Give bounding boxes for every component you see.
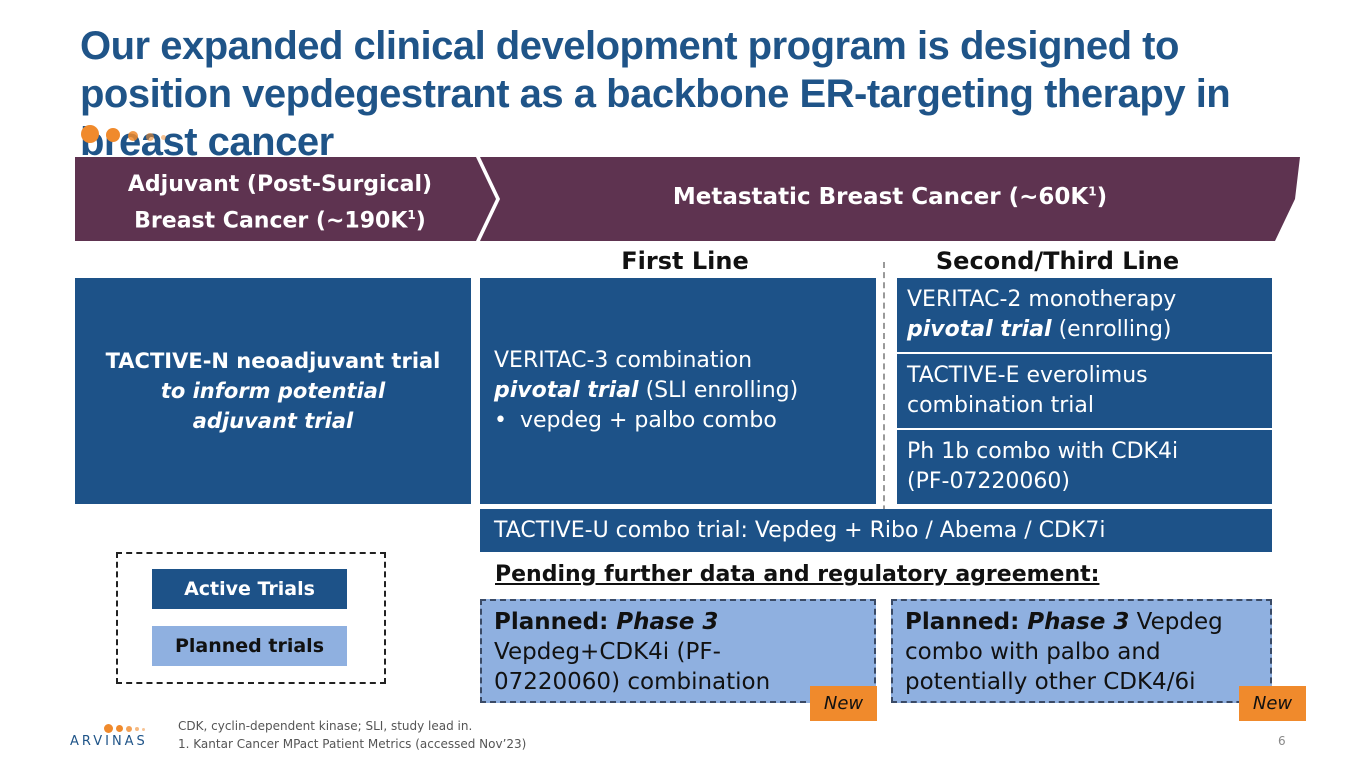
new-badge-left: New — [810, 686, 877, 721]
footnote-abbreviations: CDK, cyclin-dependent kinase; SLI, study… — [178, 719, 473, 733]
stage-banner — [75, 156, 1300, 242]
tactive-e-box: TACTIVE-E everolimus combination trial — [897, 354, 1272, 428]
ph1b-cdk4i-box: Ph 1b combo with CDK4i (PF-07220060) — [897, 430, 1272, 504]
tactive-n-box: TACTIVE-N neoadjuvant trial to inform po… — [75, 278, 471, 504]
second-third-line-header: Second/Third Line — [935, 247, 1180, 275]
first-line-header: First Line — [621, 247, 749, 275]
legend-active-trials: Active Trials — [152, 569, 347, 609]
metastatic-stage-label: Metastatic Breast Cancer (~60K1) — [672, 184, 1108, 210]
page-title: Our expanded clinical development progra… — [80, 24, 1231, 164]
pending-header: Pending further data and regulatory agre… — [495, 562, 1100, 587]
planned-phase3-left-box: Planned: Phase 3 Vepdeg+CDK4i (PF- 07220… — [480, 599, 876, 703]
legend — [116, 552, 386, 684]
veritac-2-box: VERITAC-2 monotherapy pivotal trial (enr… — [897, 278, 1272, 352]
veritac-3-box: VERITAC-3 combination pivotal trial (SLI… — [480, 278, 876, 504]
logo-text: ARVINAS — [70, 734, 148, 749]
footnote-source: 1. Kantar Cancer MPact Patient Metrics (… — [178, 737, 527, 751]
tactive-u-bar: TACTIVE-U combo trial: Vepdeg + Ribo / A… — [480, 509, 1272, 552]
planned-phase3-right-box: Planned: Phase 3 Vepdeg combo with palbo… — [891, 599, 1272, 703]
legend-planned-trials: Planned trials — [152, 626, 347, 666]
page-number: 6 — [1278, 734, 1286, 748]
line-divider — [883, 262, 885, 552]
adjuvant-stage-label: Adjuvant (Post-Surgical) Breast Cancer (… — [127, 172, 433, 234]
new-badge-right: New — [1239, 686, 1306, 721]
